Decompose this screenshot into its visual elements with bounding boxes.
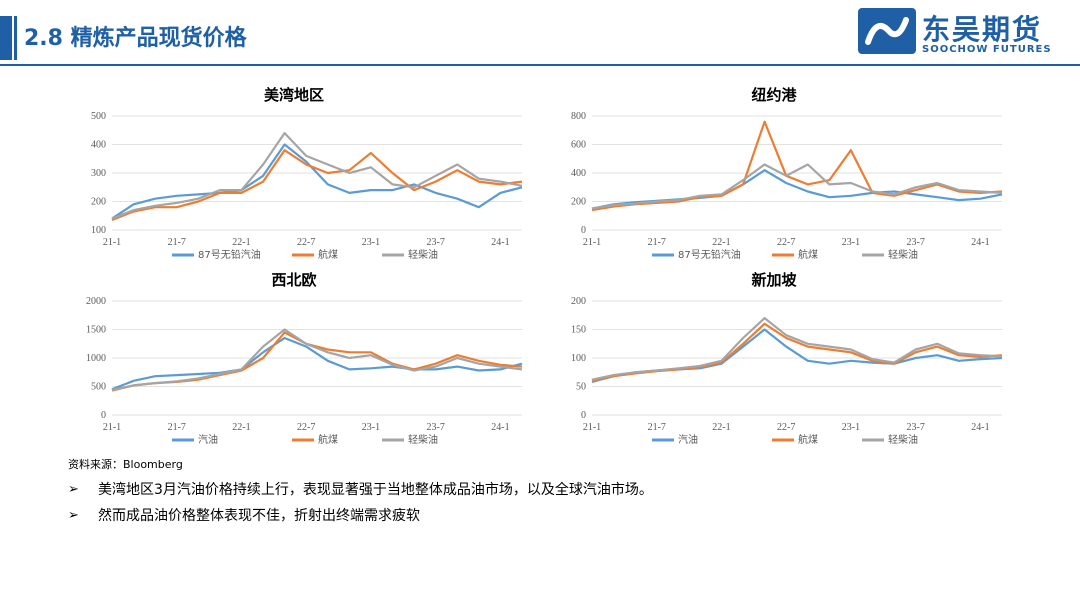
x-tick-label: 22-1 (712, 422, 730, 433)
x-tick-label: 24-1 (491, 237, 509, 248)
y-tick-label: 500 (91, 382, 106, 393)
y-tick-label: 0 (581, 410, 586, 421)
arrow-bullet-icon: ➢ (68, 507, 79, 523)
y-tick-label: 200 (571, 197, 586, 208)
source-note: 资料来源：Bloomberg (68, 458, 183, 471)
legend-label: 航煤 (318, 248, 338, 261)
series-line (591, 328, 1003, 383)
x-tick-label: 23-1 (842, 237, 860, 248)
legend-label: 航煤 (798, 248, 818, 261)
chart-title: 西北欧 (271, 271, 316, 289)
x-tick-label: 22-7 (297, 237, 315, 248)
x-tick-label: 21-7 (168, 237, 186, 248)
logo-name: 东吴期货 (922, 13, 1043, 46)
header-divider (0, 64, 1080, 66)
y-tick-label: 50 (576, 382, 586, 393)
series-line (591, 316, 1003, 381)
legend-label: 87号无铅汽油 (198, 248, 261, 261)
y-tick-label: 800 (571, 111, 586, 122)
x-tick-label: 23-1 (362, 422, 380, 433)
y-tick-label: 200 (571, 296, 586, 307)
logo-mark-icon (858, 8, 916, 54)
y-tick-label: 200 (91, 197, 106, 208)
legend-label: 汽油 (198, 433, 218, 446)
y-tick-label: 0 (101, 410, 106, 421)
x-tick-label: 21-7 (168, 422, 186, 433)
y-tick-label: 1000 (86, 353, 106, 364)
chart-northwest-europe: 西北欧 0 500 1000 1500 2000 21-1 21-7 22-1 22-7 23-1 2… (86, 271, 523, 446)
y-tick-label: 600 (571, 140, 586, 151)
x-tick-label: 21-1 (583, 237, 601, 248)
y-tick-label: 1500 (86, 325, 106, 336)
x-tick-label: 23-7 (907, 422, 925, 433)
chart-singapore: 新加坡 0 50 100 150 200 21-1 21-7 22-1 22-7 23-1 23-7 2… (571, 271, 1003, 446)
legend-label: 航煤 (318, 433, 338, 446)
legend-label: 轻柴油 (888, 248, 918, 261)
y-tick-label: 400 (571, 168, 586, 179)
chart-title: 美湾地区 (264, 86, 324, 104)
x-tick-label: 21-7 (648, 237, 666, 248)
series-line (111, 131, 523, 220)
x-tick-label: 21-1 (103, 422, 121, 433)
x-tick-label: 22-7 (777, 237, 795, 248)
series-line (111, 143, 523, 220)
series-line (591, 322, 1003, 382)
chart-title: 新加坡 (751, 271, 796, 289)
y-tick-label: 100 (571, 353, 586, 364)
y-tick-label: 500 (91, 111, 106, 122)
chart-new-york-harbor: 纽约港 0 200 400 600 800 21-1 21-7 22-1 22-7 23-1 23-7… (571, 86, 1003, 261)
series-line (111, 149, 523, 222)
x-tick-label: 22-7 (777, 422, 795, 433)
legend-label: 轻柴油 (408, 433, 438, 446)
y-tick-label: 150 (571, 325, 586, 336)
y-tick-label: 100 (91, 225, 106, 236)
y-tick-label: 0 (581, 225, 586, 236)
bullet-text: 美湾地区3月汽油价格持续上行，表现显著强于当地整体成品油市场，以及全球汽油市场。 (98, 482, 653, 498)
header-accent-bar-thin (14, 16, 17, 60)
x-tick-label: 23-1 (362, 237, 380, 248)
x-tick-label: 24-1 (971, 422, 989, 433)
x-tick-label: 22-1 (712, 237, 730, 248)
legend-label: 87号无铅汽油 (678, 248, 741, 261)
series-line (111, 336, 523, 391)
x-tick-label: 22-1 (232, 422, 250, 433)
chart-title: 纽约港 (751, 86, 797, 104)
x-tick-label: 24-1 (491, 422, 509, 433)
bullet-item: ➢ 然而成品油价格整体表现不佳，折射出终端需求疲软 (68, 502, 653, 528)
bullet-list: ➢ 美湾地区3月汽油价格持续上行，表现显著强于当地整体成品油市场，以及全球汽油市… (68, 476, 653, 528)
x-tick-label: 24-1 (971, 237, 989, 248)
series-line (591, 120, 1003, 212)
company-logo: 东吴期货 SOOCHOW FUTURES (858, 8, 1068, 58)
page-title: 2.8 精炼产品现货价格 (24, 26, 247, 51)
x-tick-label: 21-1 (103, 237, 121, 248)
y-tick-label: 2000 (86, 296, 106, 307)
logo-english: SOOCHOW FUTURES (922, 44, 1052, 55)
x-tick-label: 21-1 (583, 422, 601, 433)
x-tick-label: 23-7 (427, 422, 445, 433)
legend-label: 轻柴油 (408, 248, 438, 261)
x-tick-label: 22-1 (232, 237, 250, 248)
legend-label: 汽油 (678, 433, 698, 446)
legend-label: 轻柴油 (888, 433, 918, 446)
y-tick-label: 400 (91, 140, 106, 151)
x-tick-label: 23-1 (842, 422, 860, 433)
arrow-bullet-icon: ➢ (68, 481, 79, 497)
legend-label: 航煤 (798, 433, 818, 446)
x-tick-label: 23-7 (907, 237, 925, 248)
bullet-item: ➢ 美湾地区3月汽油价格持续上行，表现显著强于当地整体成品油市场，以及全球汽油市… (68, 476, 653, 502)
x-tick-label: 21-7 (648, 422, 666, 433)
header-accent-bar (0, 16, 12, 60)
bullet-text: 然而成品油价格整体表现不佳，折射出终端需求疲软 (98, 508, 420, 524)
y-tick-label: 300 (91, 168, 106, 179)
series-line (591, 163, 1003, 210)
chart-gulf-coast: 美湾地区 100 200 300 400 500 21-1 21-7 22-1 22-7 23-1 2… (91, 86, 523, 261)
series-line (111, 328, 523, 391)
x-tick-label: 22-7 (297, 422, 315, 433)
slide-header: 2.8 精炼产品现货价格 东吴期货 SOOCHOW FUTURES (0, 0, 1080, 82)
x-tick-label: 23-7 (427, 237, 445, 248)
